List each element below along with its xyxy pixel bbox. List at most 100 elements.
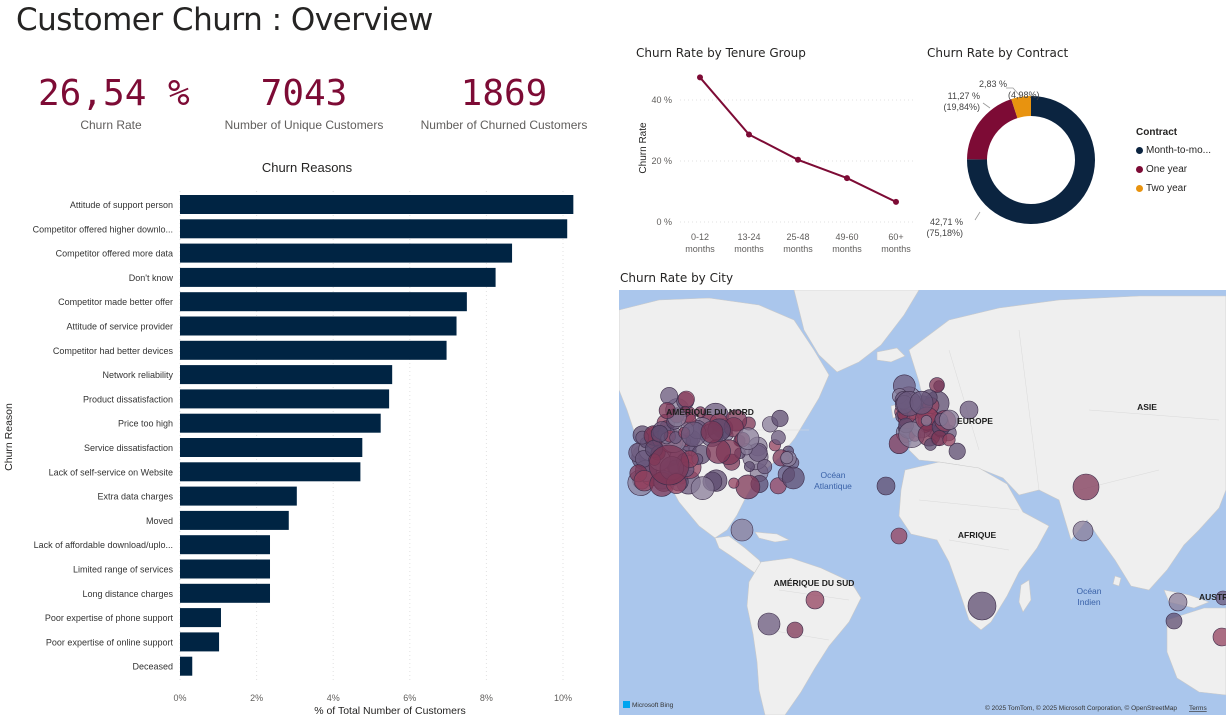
city-map[interactable]: AMÉRIQUE DU NORD EUROPE ASIE AFRIQUE AMÉ… — [619, 290, 1226, 715]
city-bubble[interactable] — [690, 476, 715, 500]
city-bubble[interactable] — [786, 621, 804, 639]
data-point[interactable] — [893, 198, 899, 205]
bar[interactable] — [180, 219, 568, 239]
bar[interactable] — [180, 608, 221, 628]
city-bubble[interactable] — [648, 444, 690, 486]
x-axis-label: % of Total Number of Customers — [314, 705, 466, 717]
bar[interactable] — [180, 316, 457, 336]
city-bubble[interactable] — [771, 409, 789, 427]
land-masses — [619, 290, 1226, 715]
y-axis-label: Churn Reason — [3, 403, 15, 471]
map-label: Océan — [820, 470, 845, 480]
city-bubble[interactable] — [780, 451, 794, 465]
city-bubble[interactable] — [1215, 590, 1226, 606]
city-bubble[interactable] — [650, 425, 669, 443]
bar[interactable] — [180, 510, 289, 530]
city-bubble[interactable] — [939, 409, 960, 430]
city-bubble[interactable] — [743, 461, 755, 472]
x-tick-label: 13-24 — [737, 232, 760, 242]
city-bubble[interactable] — [782, 466, 805, 490]
data-point[interactable] — [795, 156, 801, 163]
bar[interactable] — [180, 195, 574, 214]
city-bubble[interactable] — [929, 377, 945, 393]
bar[interactable] — [180, 340, 447, 360]
city-bubble[interactable] — [757, 459, 773, 475]
legend-label: Two year — [1146, 183, 1187, 194]
kpi-churn-rate[interactable]: 26,54 % Churn Rate — [38, 72, 190, 132]
category-label: Product dissatisfaction — [83, 394, 173, 404]
city-bubble[interactable] — [1212, 627, 1226, 647]
city-bubble[interactable] — [1072, 473, 1100, 501]
x-tick-label: 49-60 — [835, 232, 858, 242]
bar[interactable] — [180, 365, 393, 385]
donut-slice[interactable] — [967, 99, 1018, 160]
city-bubble[interactable] — [728, 477, 740, 489]
tenure-line-chart[interactable]: Churn Rate 0 % 20 % 40 % 0-12 months 13-24 mo… — [620, 62, 920, 260]
tenure-chart-title: Churn Rate by Tenure Group — [636, 46, 806, 60]
x-tick-label: months — [881, 244, 911, 254]
bar[interactable] — [180, 656, 193, 676]
data-point[interactable] — [746, 131, 752, 138]
x-tick-label: months — [734, 244, 764, 254]
city-bubble[interactable] — [735, 474, 761, 500]
category-label: Service dissatisfaction — [84, 443, 173, 453]
city-bubble[interactable] — [677, 390, 695, 408]
category-label: Deceased — [132, 662, 173, 672]
category-label: Competitor had better devices — [53, 346, 174, 356]
category-label: Long distance charges — [82, 589, 173, 599]
city-bubble[interactable] — [1168, 592, 1188, 612]
bar[interactable] — [180, 413, 381, 433]
city-bubble[interactable] — [805, 590, 825, 610]
bar[interactable] — [180, 486, 297, 506]
bar[interactable] — [180, 292, 467, 312]
map-label: EUROPE — [957, 416, 993, 426]
data-point[interactable] — [697, 74, 703, 81]
map-label: Océan — [1076, 586, 1101, 596]
contract-donut-chart[interactable]: 2,83 % (4,98%) 11,27 % (19,84%) 42,71 % … — [926, 62, 1136, 242]
map-logo: Microsoft Bing — [632, 702, 674, 709]
bar[interactable] — [180, 267, 496, 287]
city-bubble[interactable] — [948, 442, 966, 460]
legend-item-two-year[interactable]: Two year — [1136, 179, 1211, 198]
map-label: ASIE — [1137, 402, 1157, 412]
legend-item-one-year[interactable]: One year — [1136, 160, 1211, 179]
category-label: Attitude of service provider — [66, 322, 173, 332]
kpi-unique-customers[interactable]: 7043 Number of Unique Customers — [222, 72, 386, 132]
city-bubble[interactable] — [959, 400, 979, 420]
category-label: Competitor offered more data — [56, 249, 173, 259]
bing-logo-icon — [623, 701, 630, 708]
city-bubble[interactable] — [700, 420, 724, 444]
bar[interactable] — [180, 389, 390, 409]
kpi-churned-customers[interactable]: 1869 Number of Churned Customers — [418, 72, 590, 132]
city-bubble[interactable] — [967, 591, 997, 621]
city-bubble[interactable] — [942, 433, 956, 447]
map-canvas[interactable]: AMÉRIQUE DU NORD EUROPE ASIE AFRIQUE AMÉ… — [619, 290, 1226, 715]
city-bubble[interactable] — [1072, 520, 1094, 542]
bar[interactable] — [180, 559, 271, 579]
city-bubble[interactable] — [1165, 612, 1183, 630]
city-bubble[interactable] — [736, 427, 760, 450]
bar[interactable] — [180, 535, 271, 555]
churn-reasons-chart[interactable]: Churn Reasons Attitude of support person… — [0, 155, 600, 717]
city-bubble[interactable] — [658, 402, 676, 419]
donut-slice[interactable] — [1011, 96, 1031, 119]
city-bubble[interactable] — [771, 430, 786, 445]
city-bubble[interactable] — [730, 518, 754, 542]
city-bubble[interactable] — [920, 415, 933, 427]
map-terms-link[interactable]: Terms — [1189, 705, 1207, 712]
data-point[interactable] — [844, 175, 850, 182]
legend-item-month[interactable]: Month-to-mo... — [1136, 141, 1211, 160]
category-label: Network reliability — [102, 370, 173, 380]
city-bubble[interactable] — [890, 527, 908, 545]
city-bubble[interactable] — [909, 390, 934, 415]
x-tick-label: 8% — [480, 693, 493, 703]
bar[interactable] — [180, 632, 220, 652]
city-bubble[interactable] — [660, 387, 679, 405]
donut-slice[interactable] — [967, 96, 1095, 224]
city-bubble[interactable] — [876, 476, 896, 496]
bar[interactable] — [180, 462, 361, 482]
city-bubble[interactable] — [757, 612, 781, 636]
bar[interactable] — [180, 438, 363, 457]
bar[interactable] — [180, 243, 513, 263]
bar[interactable] — [180, 583, 271, 603]
